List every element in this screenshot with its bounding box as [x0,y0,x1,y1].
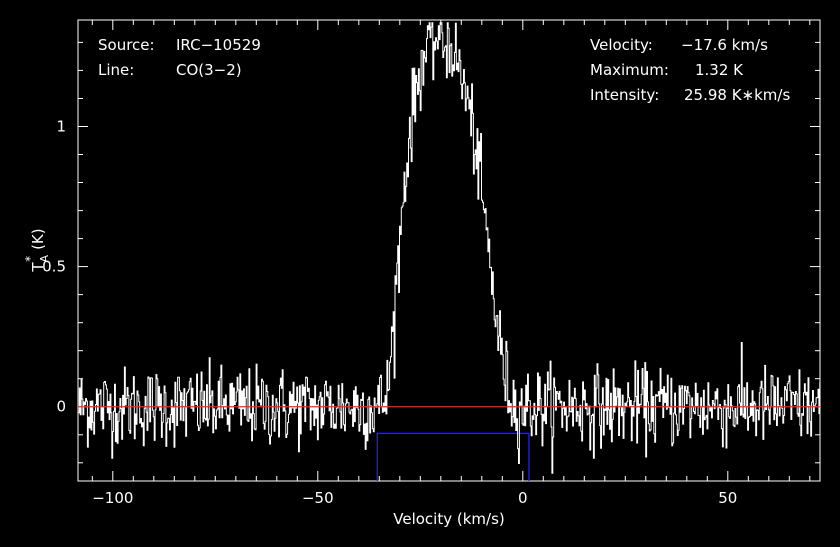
y-axis-label-base: T [29,262,47,273]
x-tick-label: 50 [718,489,737,507]
y-tick-label: 1 [56,117,66,135]
x-axis-label: Velocity (km/s) [393,510,504,528]
intensity-value: 25.98 K∗km/s [684,86,790,104]
plot-frame [77,19,821,482]
spectrum-line [78,22,821,474]
svg-text:TA*(K): TA* (K) [23,228,51,272]
x-axis-ticks: −100 −50 0 50 [91,20,811,507]
line-value: CO(3−2) [176,61,242,79]
y-axis-label: TA* (K) [23,228,51,272]
y-axis-label-unit: (K) [29,228,47,250]
maximum-key: Maximum: [590,61,669,79]
velocity-key: Velocity: [590,36,653,54]
x-tick-label: 0 [518,489,528,507]
source-key: Source: [98,36,155,54]
line-key: Line: [98,61,134,79]
y-tick-label: 0 [56,398,66,416]
info-left: Source: IRC−10529 Line: CO(3−2) [98,36,261,79]
velocity-value: −17.6 km/s [681,36,768,54]
intensity-key: Intensity: [590,86,659,104]
integration-window-box [376,432,530,481]
y-axis-label-sub: A [38,254,51,262]
info-right: Velocity: −17.6 km/s Maximum: 1.32 K Int… [590,36,790,104]
x-tick-label: −100 [92,489,133,507]
y-tick-label: 0.5 [42,258,66,276]
maximum-value: 1.32 K [695,61,744,79]
x-tick-label: −50 [302,489,334,507]
integration-window [376,432,530,481]
y-axis-label-sup: * [23,256,37,262]
source-value: IRC−10529 [176,36,261,54]
